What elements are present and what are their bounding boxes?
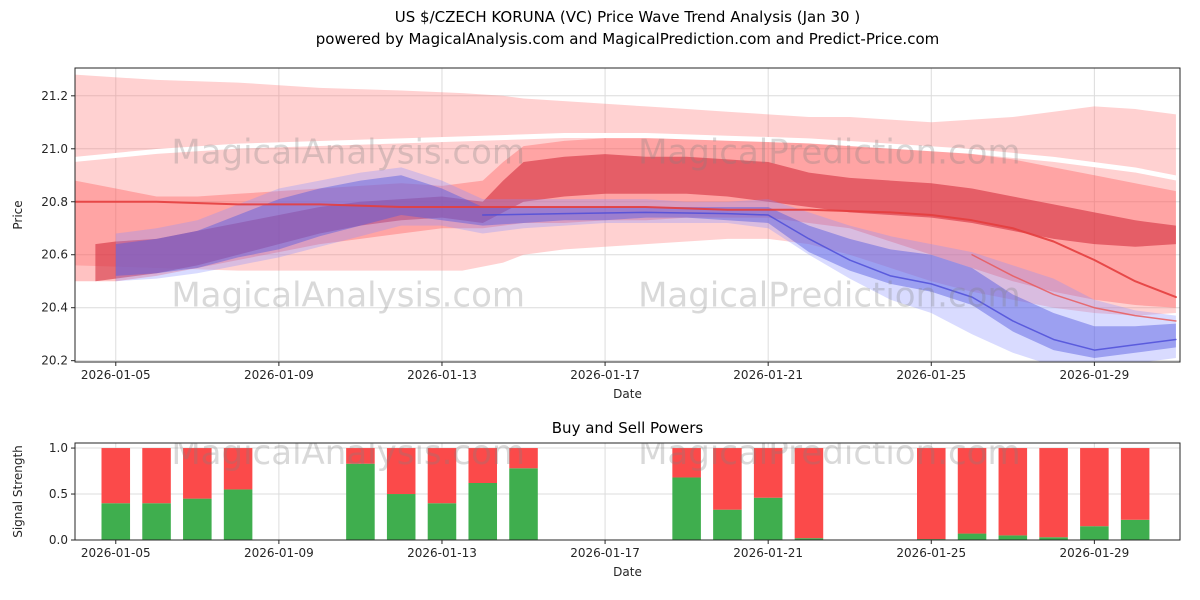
y-tick-label: 1.0 xyxy=(49,441,68,455)
sell-bar xyxy=(753,448,783,498)
x-tick-label: 2026-01-29 xyxy=(1059,368,1129,382)
watermark-text: MagicalPrediction.com xyxy=(638,276,1021,316)
buy-bar xyxy=(386,494,416,540)
buy-bar xyxy=(1039,537,1068,540)
axes-border xyxy=(74,67,1181,363)
x-tick-label: 2026-01-21 xyxy=(733,368,803,382)
buy-bar xyxy=(223,489,253,540)
price-chart: MagicalAnalysis.com MagicalPrediction.com… xyxy=(11,67,1181,401)
sell-bar xyxy=(1080,448,1109,527)
buy-bar xyxy=(672,477,701,540)
x-tick-label: 2026-01-17 xyxy=(570,546,640,560)
x-tick-label: 2026-01-21 xyxy=(733,546,803,560)
signal-chart: MagicalAnalysis.com MagicalPrediction.com… xyxy=(11,419,1181,579)
sell-bar xyxy=(346,448,375,464)
sell-bar xyxy=(223,448,253,490)
sell-bar xyxy=(917,448,946,540)
x-tick-label: 2026-01-25 xyxy=(896,546,966,560)
y-tick-label: 20.4 xyxy=(41,301,68,315)
sell-bar xyxy=(386,448,416,495)
y-axis-label: Signal Strength xyxy=(11,445,25,538)
x-tick-label: 2026-01-25 xyxy=(896,368,966,382)
y-tick-label: 20.6 xyxy=(41,248,68,262)
buy-bar xyxy=(346,463,375,540)
x-tick-label: 2026-01-13 xyxy=(407,546,477,560)
blue-trend-line xyxy=(481,211,1177,351)
buy-bar xyxy=(509,468,538,540)
price-plot-area: MagicalAnalysis.com MagicalPrediction.com… xyxy=(75,74,1179,362)
signal-chart-title: Buy and Sell Powers xyxy=(552,419,704,437)
sell-bar xyxy=(998,448,1028,536)
sell-bar xyxy=(183,448,212,499)
y-tick-label: 0.0 xyxy=(49,533,68,547)
sell-bar xyxy=(427,448,457,504)
x-tick-label: 2026-01-29 xyxy=(1059,546,1129,560)
x-axis-label: Date xyxy=(613,387,642,401)
buy-bar xyxy=(101,503,131,540)
chart-subtitle: powered by MagicalAnalysis.com and Magic… xyxy=(315,30,940,48)
core-red-band xyxy=(95,154,1176,282)
buy-bar xyxy=(713,509,742,540)
watermark-text: MagicalAnalysis.com xyxy=(171,276,525,316)
sell-bar xyxy=(509,448,538,469)
sell-bar xyxy=(1120,448,1150,520)
title-block: US $/CZECH KORUNA (VC) Price Wave Trend … xyxy=(75,6,1180,50)
watermark-text: MagicalPrediction.com xyxy=(638,133,1021,173)
buy-bar xyxy=(957,533,987,540)
x-tick-label: 2026-01-17 xyxy=(570,368,640,382)
x-axis-label: Date xyxy=(613,565,642,579)
white-separator-line xyxy=(75,133,1179,181)
watermark-text: MagicalPrediction.com xyxy=(638,433,1021,473)
sell-bar xyxy=(1039,448,1068,538)
sell-bar xyxy=(101,448,131,504)
buy-bar xyxy=(468,482,498,540)
buy-bar xyxy=(427,503,457,540)
y-tick-label: 0.5 xyxy=(49,487,68,501)
y-tick-label: 21.0 xyxy=(41,142,68,156)
buy-bar xyxy=(794,538,824,540)
red-trend-line xyxy=(75,200,1177,299)
watermark-text: MagicalAnalysis.com xyxy=(171,433,525,473)
sell-bar xyxy=(957,448,987,534)
buy-bar xyxy=(1080,526,1109,540)
axes-border xyxy=(74,442,1181,541)
sell-bar xyxy=(713,448,742,510)
y-axis-label: Price xyxy=(11,200,25,229)
outer-red-band xyxy=(75,74,1176,316)
mid-red-band xyxy=(75,138,1176,308)
red-lower-line xyxy=(971,253,1177,322)
buy-bar xyxy=(142,503,171,540)
chart-title: US $/CZECH KORUNA (VC) Price Wave Trend … xyxy=(394,8,861,26)
sell-bar xyxy=(468,448,498,483)
outer-blue-band xyxy=(115,167,1176,362)
x-tick-label: 2026-01-09 xyxy=(244,546,314,560)
watermark-text: MagicalAnalysis.com xyxy=(171,133,525,173)
sell-bar xyxy=(142,448,171,504)
y-tick-label: 20.8 xyxy=(41,195,68,209)
sell-bar xyxy=(794,448,824,539)
x-tick-label: 2026-01-05 xyxy=(81,368,151,382)
buy-bar xyxy=(1120,519,1150,540)
y-tick-label: 20.2 xyxy=(41,354,68,368)
buy-bar xyxy=(183,498,212,540)
buy-bar xyxy=(998,535,1028,540)
x-tick-label: 2026-01-13 xyxy=(407,368,477,382)
y-tick-label: 21.2 xyxy=(41,89,68,103)
sell-bar xyxy=(672,448,701,478)
x-tick-label: 2026-01-05 xyxy=(81,546,151,560)
x-tick-label: 2026-01-09 xyxy=(244,368,314,382)
buy-bar xyxy=(753,497,783,540)
signal-plot-area: MagicalAnalysis.com MagicalPrediction.com xyxy=(101,433,1150,540)
